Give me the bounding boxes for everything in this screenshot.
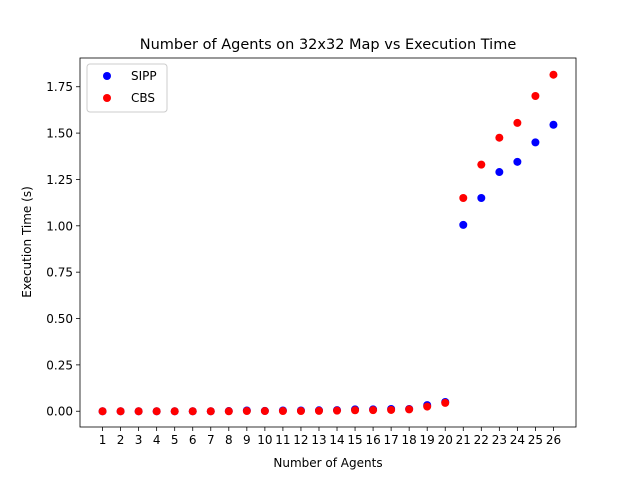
x-tick-label: 7	[207, 433, 215, 447]
x-tick-label: 20	[438, 433, 453, 447]
y-tick-label: 1.25	[46, 173, 73, 187]
legend-marker-sipp	[103, 72, 111, 80]
x-tick-label: 22	[474, 433, 489, 447]
point-cbs	[152, 407, 161, 416]
point-cbs	[206, 407, 215, 416]
point-cbs	[459, 193, 468, 202]
x-tick-label: 19	[420, 433, 435, 447]
plot-frame	[79, 57, 577, 428]
legend-marker-cbs	[103, 94, 111, 102]
x-tick-label: 8	[225, 433, 233, 447]
y-tick-label: 0.25	[46, 358, 73, 372]
x-tick-label: 13	[311, 433, 326, 447]
point-cbs	[260, 407, 269, 416]
point-cbs	[405, 405, 414, 414]
x-tick-label: 18	[402, 433, 417, 447]
y-axis-label: Execution Time (s)	[20, 186, 34, 298]
legend-label-sipp: SIPP	[131, 69, 157, 83]
x-tick-label: 26	[546, 433, 561, 447]
y-tick-label: 0.75	[46, 266, 73, 280]
x-tick-label: 16	[365, 433, 380, 447]
point-sipp	[549, 120, 558, 129]
point-cbs	[314, 406, 323, 415]
x-tick-label: 5	[171, 433, 179, 447]
point-cbs	[170, 407, 179, 416]
y-tick-label: 1.75	[46, 80, 73, 94]
point-cbs	[351, 406, 360, 415]
point-cbs	[495, 133, 504, 142]
x-tick-label: 25	[528, 433, 543, 447]
x-tick-label: 14	[329, 433, 344, 447]
point-cbs	[441, 398, 450, 407]
point-cbs	[369, 406, 378, 415]
point-cbs	[134, 407, 143, 416]
y-tick-label: 0.50	[46, 312, 73, 326]
point-cbs	[242, 407, 251, 416]
plot-area	[80, 58, 576, 427]
x-tick-label: 23	[492, 433, 507, 447]
legend-label-cbs: CBS	[131, 91, 155, 105]
point-cbs	[387, 405, 396, 414]
point-cbs	[224, 407, 233, 416]
point-cbs	[513, 118, 522, 127]
point-sipp	[459, 220, 468, 229]
x-tick-label: 6	[189, 433, 197, 447]
data-points	[98, 70, 558, 416]
point-cbs	[296, 407, 305, 416]
x-tick-label: 21	[456, 433, 471, 447]
point-cbs	[531, 92, 540, 101]
x-tick-label: 9	[243, 433, 251, 447]
x-tick-label: 24	[510, 433, 525, 447]
point-sipp	[513, 157, 522, 166]
x-axis-ticks: 1 2 3 4 5 6 7 8 9 10 11 12 13 14 15 16 17 18 19 20 21 22 23 24 2…	[99, 427, 561, 447]
y-axis-ticks: 0.00 0.25 0.50 0.75 1.00 1.25 1.50 1.75	[46, 80, 80, 419]
point-cbs	[423, 402, 432, 411]
point-cbs	[188, 407, 197, 416]
x-tick-label: 12	[293, 433, 308, 447]
x-tick-label: 3	[135, 433, 143, 447]
x-axis-label: Number of Agents	[273, 456, 382, 470]
y-tick-label: 1.00	[46, 219, 73, 233]
point-cbs	[98, 407, 107, 416]
x-tick-label: 15	[347, 433, 362, 447]
x-tick-label: 1	[99, 433, 107, 447]
y-tick-label: 0.00	[46, 405, 73, 419]
point-sipp	[495, 168, 504, 177]
point-sipp	[531, 138, 540, 147]
y-tick-label: 1.50	[46, 127, 73, 141]
point-cbs	[278, 407, 287, 416]
chart-title: Number of Agents on 32x32 Map vs Executi…	[140, 37, 517, 53]
x-tick-label: 17	[383, 433, 398, 447]
x-tick-label: 10	[257, 433, 272, 447]
point-cbs	[477, 160, 486, 169]
point-cbs	[333, 406, 342, 415]
legend: SIPP CBS	[86, 63, 168, 113]
point-cbs	[116, 407, 125, 416]
x-tick-label: 4	[153, 433, 161, 447]
x-tick-label: 2	[117, 433, 125, 447]
point-sipp	[477, 193, 486, 202]
point-cbs	[549, 70, 558, 79]
x-tick-label: 11	[275, 433, 290, 447]
